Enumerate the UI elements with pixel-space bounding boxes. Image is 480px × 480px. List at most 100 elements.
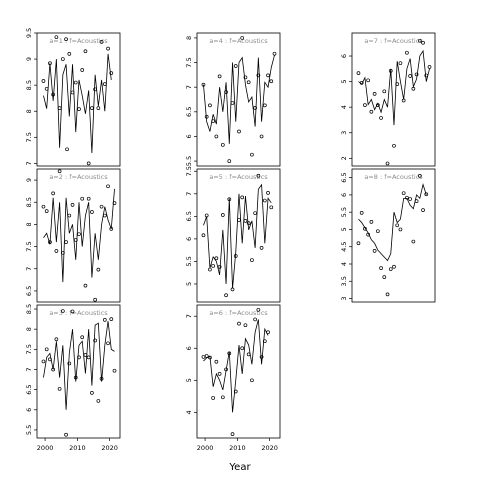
data-point (240, 195, 245, 200)
data-point (220, 395, 225, 400)
y-tick-label: 6 (185, 346, 193, 350)
data-point (224, 90, 228, 94)
data-point (201, 82, 206, 87)
panel-5: a=5 : f=Acoustics 5 5.5 6 6.5 7 7.5 (185, 166, 281, 303)
data-point (375, 229, 380, 234)
data-point (77, 355, 81, 360)
data-point (51, 367, 56, 372)
series-line (358, 49, 430, 126)
data-point (382, 275, 387, 279)
data-point (60, 309, 65, 313)
data-point (54, 35, 59, 40)
panel-6: a=8 : f=Acoustics 3 3.5 4 4.5 5 5.5 6 6.5 (340, 168, 436, 303)
data-point (414, 199, 419, 203)
data-point (214, 134, 219, 139)
series-line (203, 183, 272, 289)
panel-title: a=5 : f=Acoustics (209, 173, 268, 181)
data-point (73, 80, 78, 85)
data-point (41, 204, 46, 209)
data-point (99, 376, 104, 381)
data-point (211, 119, 215, 124)
data-point (411, 86, 416, 91)
data-point (269, 205, 274, 210)
data-point (106, 341, 110, 346)
data-point (90, 210, 94, 214)
plot-frame (36, 168, 121, 303)
panel-4: a=2 : f=Acoustics 6.5 7 7.5 8 8.5 9 (25, 168, 121, 303)
y-tick-label: 5.5 (185, 156, 193, 166)
data-point (356, 71, 361, 76)
data-point (405, 50, 409, 55)
data-point (230, 101, 235, 105)
panel-8: a=6 : f=Acoustics 4 5 6 7 2000 2010 2020 (185, 304, 281, 452)
data-point (398, 61, 403, 66)
data-point (48, 357, 52, 362)
data-point (408, 74, 412, 78)
data-point (395, 223, 400, 228)
x-tick-label: 2020 (261, 444, 278, 452)
data-point (230, 287, 235, 292)
data-point (372, 92, 377, 96)
data-point (60, 57, 65, 61)
data-point (366, 232, 370, 237)
data-point (60, 250, 65, 255)
data-point (214, 359, 219, 364)
x-tick-label: 2000 (197, 444, 214, 452)
plot-frame (196, 32, 281, 167)
y-tick-label: 6.5 (185, 107, 193, 117)
data-point (112, 201, 117, 205)
data-point (224, 293, 228, 298)
data-point (109, 227, 114, 231)
data-point (86, 161, 91, 166)
plot-frame (36, 304, 121, 439)
plot-frame (351, 168, 436, 303)
data-point (80, 196, 85, 201)
series-line (203, 55, 275, 144)
y-tick-label: 8.5 (25, 304, 33, 314)
data-point (204, 114, 209, 119)
data-point (208, 355, 212, 360)
data-point (80, 335, 85, 340)
data-point (369, 109, 374, 114)
data-point (240, 346, 245, 351)
data-point (233, 389, 238, 394)
data-point (259, 134, 264, 139)
y-tick-label: 7.5 (25, 344, 33, 354)
y-tick-label: 6 (340, 54, 348, 58)
data-point (262, 339, 267, 344)
data-point (417, 174, 422, 178)
data-point (83, 49, 88, 54)
data-point (102, 318, 107, 322)
data-point (214, 256, 219, 261)
data-point (220, 213, 225, 217)
y-tick-label: 5.5 (340, 207, 348, 217)
panel-title: a=7 : f=Acoustics (364, 37, 423, 45)
data-point (366, 78, 370, 83)
y-tick-label: 7 (25, 161, 33, 165)
data-point (41, 359, 46, 364)
data-point (272, 51, 277, 56)
data-point (243, 219, 248, 223)
data-point (359, 211, 364, 215)
data-point (93, 87, 97, 92)
data-point (51, 92, 56, 97)
data-point (201, 355, 206, 359)
series-line (358, 183, 427, 262)
y-tick-label: 8 (25, 109, 33, 113)
data-point (411, 239, 416, 244)
data-point (64, 432, 68, 437)
data-point (246, 352, 251, 357)
data-point (54, 337, 59, 342)
panel-title: a=2 : f=Acoustics (49, 173, 108, 181)
y-tick-label: 2 (340, 156, 348, 160)
data-point (388, 267, 393, 272)
data-point (250, 152, 254, 157)
y-tick-label: 6 (340, 193, 348, 197)
data-point (70, 203, 75, 207)
y-tick-label: 5 (185, 282, 193, 286)
y-tick-label: 6 (185, 134, 193, 138)
data-point (99, 204, 104, 209)
data-point (83, 283, 88, 288)
data-point (41, 79, 46, 83)
data-point (48, 240, 52, 244)
